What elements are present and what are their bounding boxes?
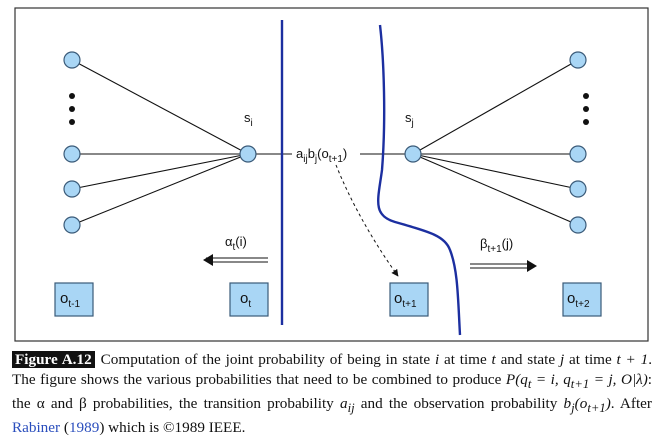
state-node — [569, 180, 587, 198]
state-node-sj — [404, 145, 422, 163]
observation-box-t+1: ot+1 — [389, 282, 429, 317]
left-state-nodes — [63, 51, 81, 234]
time-separator-right — [377, 24, 462, 336]
sj-label: sj — [405, 110, 414, 129]
state-node — [63, 51, 81, 69]
right-state-nodes — [569, 51, 589, 234]
observation-box-t+2: ot+2 — [562, 282, 602, 317]
state-node — [63, 180, 81, 198]
ellipsis-dot — [69, 106, 75, 112]
transition-probability-label: aijbj(ot+1) — [296, 146, 347, 165]
state-node — [63, 216, 81, 234]
observation-box-t-1: ot-1 — [54, 282, 94, 317]
svg-text:ot+2: ot+2 — [567, 290, 590, 310]
beta-label: βt+1(j) — [480, 236, 513, 255]
diagram-frame — [14, 7, 649, 342]
svg-text:ot+1: ot+1 — [394, 290, 417, 310]
alpha-arrow — [203, 254, 268, 266]
citation-year-link[interactable]: 1989 — [68, 419, 100, 437]
emission-dashed-arrow — [335, 164, 399, 277]
ellipsis-dot — [583, 93, 589, 99]
state-node — [569, 145, 587, 163]
citation-author-link[interactable]: Rabiner — [12, 419, 61, 437]
edge-left-3 — [71, 153, 249, 190]
si-label: si — [244, 110, 253, 129]
ellipsis-dot — [583, 119, 589, 125]
edge-left-1 — [71, 59, 249, 155]
state-node — [569, 216, 587, 234]
hmm-forward-backward-diagram: si sj aijbj(ot+1) αt(i) βt+1(j) ot-1 ot … — [14, 7, 649, 342]
edge-right-3 — [412, 153, 579, 190]
state-node — [569, 51, 587, 69]
svg-text:ot: ot — [240, 290, 251, 310]
edge-left-4 — [71, 153, 249, 226]
figure-caption: Figure A.12 Computation of the joint prob… — [12, 351, 653, 437]
observation-box-t: ot — [229, 282, 269, 317]
alpha-label: αt(i) — [225, 234, 247, 253]
svg-text:ot-1: ot-1 — [60, 290, 80, 310]
ellipsis-dot — [69, 93, 75, 99]
right-fan-edges — [412, 59, 579, 226]
ellipsis-dot — [69, 119, 75, 125]
figure-label: Figure A.12 — [12, 351, 95, 368]
joint-probability-formula: P(qt = i, qt+1 = j, O|λ) — [505, 371, 648, 392]
state-node-si — [239, 145, 257, 163]
state-node — [63, 145, 81, 163]
beta-arrow — [470, 260, 537, 272]
left-fan-edges — [71, 59, 249, 226]
edge-right-1 — [412, 59, 579, 155]
edge-right-4 — [412, 153, 579, 226]
ellipsis-dot — [583, 106, 589, 112]
